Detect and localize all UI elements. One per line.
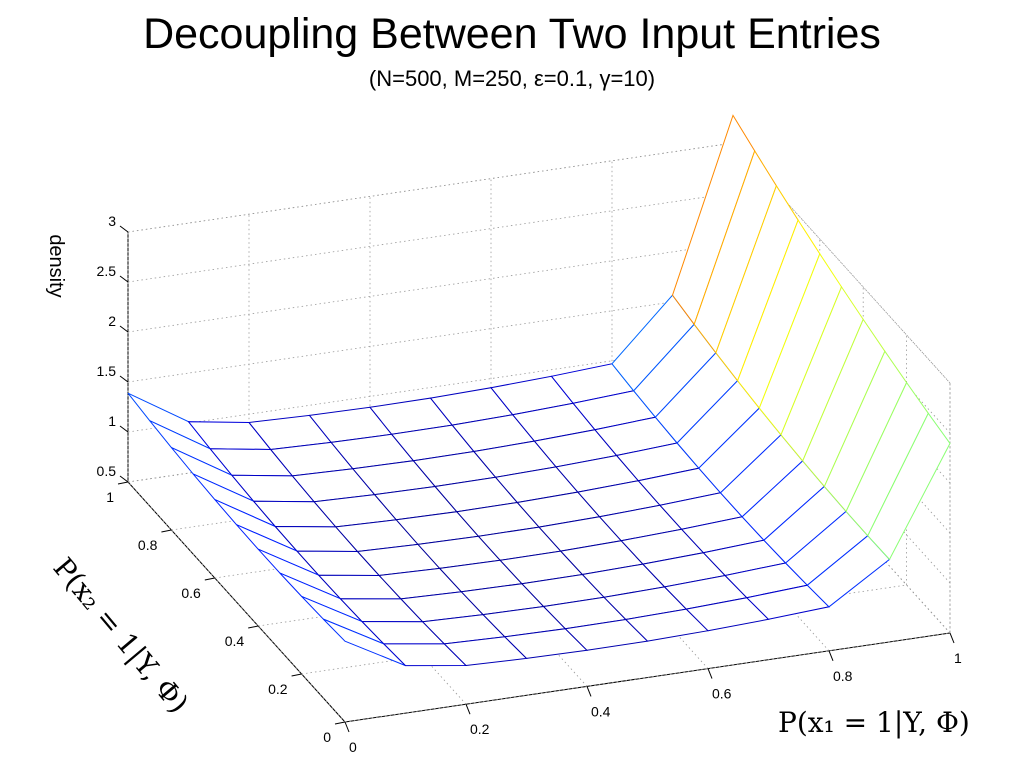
grid-line-z-back bbox=[127, 192, 734, 283]
x-tick-mark bbox=[586, 686, 592, 697]
surface-mesh bbox=[127, 114, 951, 667]
x-tick-mark bbox=[707, 668, 713, 679]
y-tick-mark bbox=[204, 577, 215, 581]
x-tick-mark bbox=[344, 721, 350, 733]
mesh-cell bbox=[867, 412, 951, 561]
z-tick-mark bbox=[119, 325, 129, 333]
z-axis-label: density bbox=[45, 234, 67, 297]
z-tick-mark bbox=[119, 475, 129, 483]
z-tick-label: 2.5 bbox=[97, 263, 117, 279]
z-tick-label: 1 bbox=[108, 413, 116, 429]
z-tick-label: 2 bbox=[108, 313, 116, 329]
x-tick-mark bbox=[949, 632, 955, 644]
y-axis-label: P(x₂ = 1|Y, Φ) bbox=[47, 551, 196, 719]
x-tick-label: 0.4 bbox=[591, 703, 611, 719]
y-tick-mark bbox=[334, 721, 346, 725]
z-tick-label: 1.5 bbox=[97, 363, 117, 379]
grid-line-z-back bbox=[127, 142, 734, 233]
chart-title: Decoupling Between Two Input Entries bbox=[143, 10, 881, 58]
y-tick-label: 0.2 bbox=[268, 681, 288, 697]
x-axis-label: P(x₁ = 1|Y, Φ) bbox=[778, 706, 970, 739]
y-tick-mark bbox=[248, 625, 259, 629]
y-tick-mark bbox=[117, 481, 129, 485]
z-tick-mark bbox=[119, 375, 129, 383]
x-tick-label: 0.6 bbox=[712, 686, 732, 702]
x-tick-label: 0.8 bbox=[833, 668, 853, 684]
y-tick-label: 0.4 bbox=[225, 633, 245, 649]
y-tick-mark bbox=[161, 529, 172, 533]
z-tick-mark bbox=[119, 275, 129, 283]
tick-labels: 0 0.2 0.4 0.6 0.8 1 0 0.2 0.4 0.6 0.8 1 0.5 1 1.5 2 2.5 3 bbox=[97, 213, 962, 755]
grid-line-z-back bbox=[127, 292, 734, 383]
x-tick-mark bbox=[828, 650, 834, 661]
z-tick-mark bbox=[119, 425, 129, 433]
y-tick-label: 1 bbox=[106, 489, 114, 505]
grid-line-y-floor bbox=[344, 632, 951, 723]
z-tick-mark bbox=[119, 225, 129, 233]
z-tick-label: 3 bbox=[108, 213, 116, 229]
y-tick-mark bbox=[291, 673, 302, 677]
grid-line-z-back bbox=[127, 242, 734, 333]
x-tick-label: 0.2 bbox=[470, 721, 490, 737]
y-tick-label: 0 bbox=[323, 729, 331, 745]
y-tick-label: 0.8 bbox=[138, 537, 158, 553]
y-tick-label: 0.6 bbox=[181, 585, 201, 601]
x-tick-mark bbox=[465, 704, 471, 715]
x-tick-label: 0 bbox=[349, 739, 357, 755]
x-tick-label: 1 bbox=[954, 650, 962, 666]
chart-subtitle: (N=500, M=250, ε=0.1, γ=10) bbox=[368, 66, 656, 91]
z-tick-label: 0.5 bbox=[97, 463, 117, 479]
